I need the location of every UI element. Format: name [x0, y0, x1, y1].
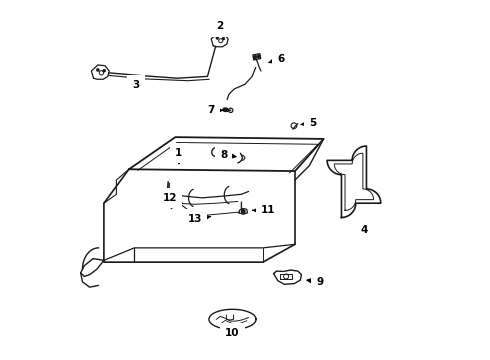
Circle shape: [216, 37, 219, 39]
Text: 10: 10: [225, 328, 240, 338]
Text: 12: 12: [163, 193, 182, 203]
Polygon shape: [273, 270, 301, 284]
Text: 6: 6: [269, 54, 284, 64]
Text: 1: 1: [175, 148, 183, 163]
Polygon shape: [209, 309, 256, 329]
Circle shape: [103, 69, 106, 72]
Text: 13: 13: [188, 214, 210, 224]
Circle shape: [242, 210, 245, 213]
Text: 5: 5: [301, 118, 317, 128]
Text: 11: 11: [253, 205, 275, 215]
Circle shape: [222, 108, 226, 111]
Text: 9: 9: [307, 277, 323, 287]
Circle shape: [224, 108, 228, 111]
Circle shape: [198, 213, 201, 217]
Circle shape: [97, 68, 99, 71]
Text: 7: 7: [207, 105, 223, 115]
Circle shape: [253, 55, 257, 59]
Text: 4: 4: [361, 225, 368, 235]
Text: 2: 2: [217, 21, 223, 31]
Circle shape: [257, 55, 260, 58]
Bar: [195, 212, 204, 219]
Text: 3: 3: [132, 80, 140, 90]
Circle shape: [222, 37, 225, 40]
Text: 8: 8: [220, 150, 236, 160]
